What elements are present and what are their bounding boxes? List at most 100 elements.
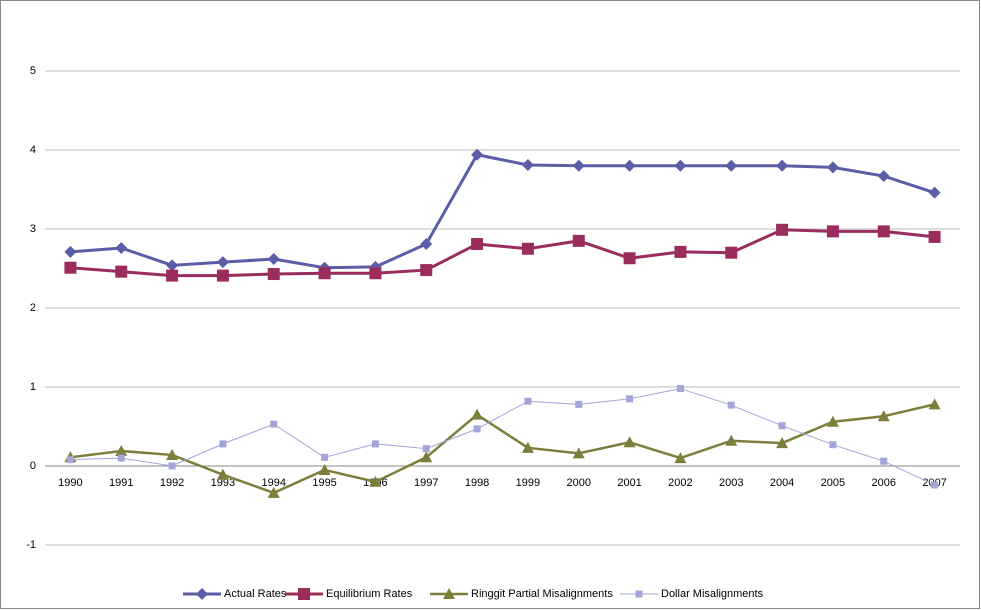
y-tick-label: 5 [30, 65, 36, 77]
marker [216, 269, 229, 282]
x-tick-label: 2001 [617, 477, 641, 489]
marker [369, 475, 382, 487]
marker [521, 159, 534, 172]
x-tick-label: 1995 [312, 477, 336, 489]
x-tick-label: 2002 [668, 477, 692, 489]
series-line [70, 153, 936, 270]
marker [674, 452, 687, 464]
marker [623, 252, 636, 265]
marker [931, 481, 939, 489]
marker [115, 241, 128, 254]
marker [877, 410, 890, 422]
marker [725, 246, 738, 259]
marker [572, 447, 585, 459]
legend-label: Dollar Misalignments [661, 588, 764, 600]
marker [877, 225, 890, 238]
x-tick-label: 1992 [160, 477, 184, 489]
legend-label: Equilibrium Rates [326, 588, 413, 600]
marker [219, 440, 227, 448]
legend-marker [196, 588, 208, 600]
marker [623, 436, 636, 448]
marker [166, 269, 179, 282]
marker [826, 415, 839, 427]
marker [521, 441, 534, 453]
y-tick-label: 3 [30, 223, 36, 235]
marker [473, 425, 481, 433]
marker [829, 441, 837, 449]
marker [572, 234, 585, 247]
legend-label: Ringgit Partial Misalignments [471, 588, 613, 600]
marker [270, 420, 278, 428]
y-tick-label: 0 [30, 460, 36, 472]
x-tick-label: 1999 [516, 477, 540, 489]
marker [115, 265, 128, 278]
marker [216, 468, 229, 480]
x-tick-label: 2003 [719, 477, 743, 489]
legend-label: Actual Rates [224, 588, 287, 600]
marker [880, 457, 888, 465]
series-line [70, 388, 935, 486]
series-line [70, 228, 935, 278]
marker [267, 253, 280, 266]
marker [778, 422, 786, 430]
marker [117, 454, 125, 462]
marker [877, 170, 890, 183]
marker [369, 267, 382, 280]
marker [471, 238, 484, 251]
marker [575, 400, 583, 408]
marker [776, 223, 789, 236]
marker [66, 456, 74, 464]
marker [318, 267, 331, 280]
marker [471, 408, 484, 420]
marker [168, 462, 176, 470]
x-tick-label: 2005 [821, 477, 845, 489]
marker [928, 186, 941, 199]
marker [725, 159, 738, 172]
x-tick-label: 2000 [567, 477, 591, 489]
x-tick-label: 1994 [262, 477, 286, 489]
marker [725, 434, 738, 446]
marker [318, 463, 331, 475]
marker [776, 159, 789, 172]
marker [420, 264, 433, 277]
marker [166, 448, 179, 460]
marker [826, 161, 839, 174]
marker [826, 225, 839, 238]
marker [674, 245, 687, 258]
marker [623, 159, 636, 172]
x-tick-label: 2004 [770, 477, 794, 489]
x-tick-label: 1991 [109, 477, 133, 489]
marker [776, 437, 789, 449]
y-tick-label: 2 [30, 302, 36, 314]
marker [420, 451, 433, 463]
marker [267, 268, 280, 281]
y-tick-label: -1 [26, 539, 36, 551]
legend-marker [635, 590, 643, 598]
marker [422, 445, 430, 453]
series-line [70, 403, 935, 495]
marker [521, 242, 534, 255]
x-tick-label: 1993 [211, 477, 235, 489]
marker [471, 148, 484, 161]
marker [64, 245, 77, 258]
legend-marker [298, 588, 310, 600]
marker [626, 395, 634, 403]
marker [216, 256, 229, 269]
legend-marker [443, 588, 455, 599]
marker [64, 261, 77, 274]
x-tick-label: 1998 [465, 477, 489, 489]
marker [371, 440, 379, 448]
marker [676, 385, 684, 393]
marker [928, 398, 941, 410]
x-tick-label: 1997 [414, 477, 438, 489]
y-tick-label: 4 [30, 144, 36, 156]
marker [321, 453, 329, 461]
marker [727, 401, 735, 409]
x-tick-label: 2006 [872, 477, 896, 489]
marker [166, 259, 179, 272]
marker [928, 230, 941, 243]
marker [267, 486, 280, 498]
marker [115, 444, 128, 456]
x-tick-label: 1990 [58, 477, 82, 489]
